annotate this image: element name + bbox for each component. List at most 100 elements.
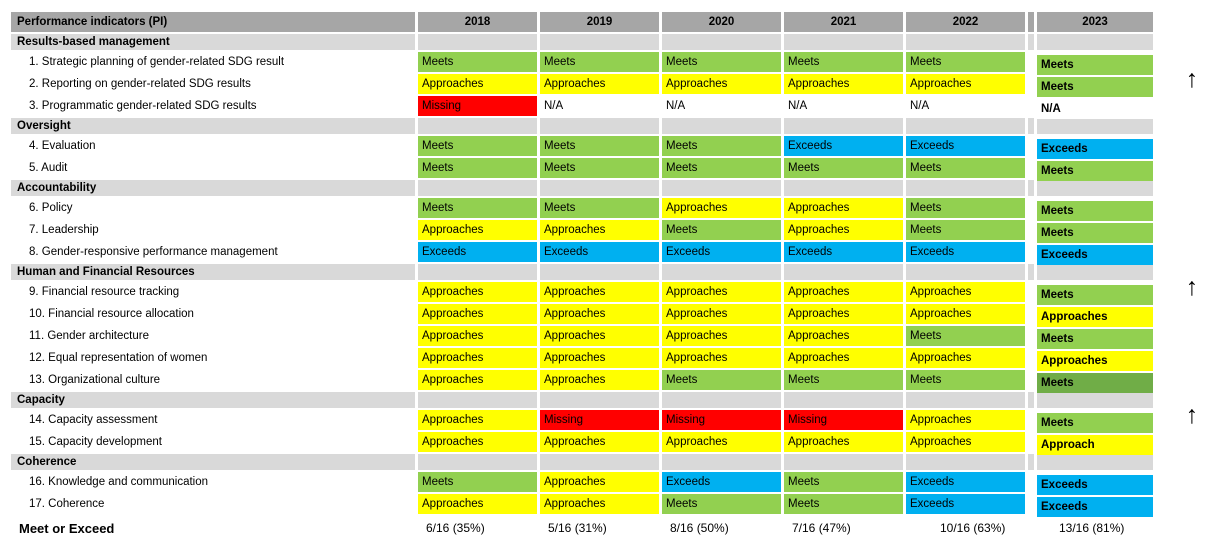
indicator-label: 17. Coherence [29, 497, 105, 510]
status-cell: Approaches [540, 472, 659, 492]
status-cell: Approach [1037, 435, 1153, 455]
section-fill-cell [540, 264, 659, 280]
status-cell: Approaches [418, 410, 537, 430]
status-cell: Approaches [784, 348, 903, 368]
status-cell: Meets [1037, 77, 1153, 97]
indicator-row: 4. Evaluation Meets Meets Meets Exceeds Excee… [11, 136, 1153, 159]
status-cell: Approaches [540, 326, 659, 346]
status-cell: Exceeds [1037, 475, 1153, 495]
status-cell: Approaches [418, 348, 537, 368]
status-cell: N/A [540, 96, 659, 116]
status-cell: Approaches [418, 304, 537, 324]
status-cell: Approaches [418, 494, 537, 514]
status-cell: Approaches [540, 220, 659, 240]
column-gap [1028, 348, 1034, 368]
section-row: Capacity [11, 392, 1153, 408]
section-title: Accountability [11, 180, 415, 196]
section-fill-cell [1037, 34, 1153, 50]
status-cell: Meets [1037, 329, 1153, 349]
section-fill-cell [540, 180, 659, 196]
status-cell: Meets [540, 52, 659, 72]
section-fill-cell [662, 34, 781, 50]
section-fill-cell [1037, 264, 1153, 280]
status-cell: Approaches [906, 410, 1025, 430]
status-cell: Meets [906, 158, 1025, 178]
section-fill-cell [784, 118, 903, 134]
section-fill-cell [662, 264, 781, 280]
status-cell: Approaches [418, 282, 537, 302]
column-gap [1028, 118, 1034, 134]
indicator-row: 17. Coherence Approaches Approaches Meets Me… [11, 494, 1153, 517]
status-cell: Meets [906, 370, 1025, 390]
status-cell: Meets [662, 52, 781, 72]
status-cell: Exceeds [906, 136, 1025, 156]
section-fill-cell [662, 454, 781, 470]
section-fill-cell [418, 264, 537, 280]
status-cell: Meets [662, 494, 781, 514]
status-cell: Approaches [1037, 351, 1153, 371]
pi-table: Performance indicators (PI) 2018 2019 20… [8, 10, 1156, 542]
status-cell: Approaches [784, 74, 903, 94]
status-cell: Meets [540, 158, 659, 178]
indicator-label: 4. Evaluation [29, 139, 96, 152]
status-cell: Approaches [418, 432, 537, 452]
indicator-label: 12. Equal representation of women [29, 351, 208, 364]
column-gap [1028, 454, 1034, 470]
status-cell: Exceeds [1037, 497, 1153, 517]
section-fill-cell [418, 180, 537, 196]
status-cell: Approaches [540, 348, 659, 368]
status-cell: Meets [1037, 413, 1153, 433]
pi-column-header: Performance indicators (PI) [11, 12, 415, 32]
indicator-row: 11. Gender architecture Approaches Approac… [11, 326, 1153, 349]
up-arrow-icon: ↑ [1185, 401, 1199, 429]
status-cell: Approaches [418, 370, 537, 390]
status-cell: Meets [1037, 161, 1153, 181]
column-gap [1028, 136, 1034, 156]
column-gap [1028, 304, 1034, 324]
year-header-2019: 2019 [540, 12, 659, 32]
indicator-label: 6. Policy [29, 201, 73, 214]
column-gap [1028, 74, 1034, 94]
status-cell: Approaches [540, 494, 659, 514]
status-cell: Approaches [540, 370, 659, 390]
up-arrow-icon: ↑ [1185, 273, 1199, 301]
status-cell: Meets [1037, 373, 1153, 393]
indicator-label: 11. Gender architecture [29, 329, 149, 342]
column-gap [1028, 52, 1034, 72]
section-fill-cell [784, 180, 903, 196]
section-fill-cell [784, 454, 903, 470]
section-fill-cell [418, 454, 537, 470]
status-cell: Meets [784, 52, 903, 72]
section-fill-cell [540, 454, 659, 470]
column-gap [1028, 180, 1034, 196]
status-cell: Approaches [906, 348, 1025, 368]
status-cell: Approaches [784, 432, 903, 452]
indicator-label: 16. Knowledge and communication [29, 475, 209, 488]
status-cell: Approaches [540, 282, 659, 302]
section-row: Oversight [11, 118, 1153, 134]
indicator-label: 9. Financial resource tracking [29, 285, 180, 298]
status-cell: Meets [906, 220, 1025, 240]
indicator-row: 5. Audit Meets Meets Meets Meets Meets Meets [11, 158, 1153, 181]
status-cell: Exceeds [662, 242, 781, 262]
status-cell: Approaches [662, 198, 781, 218]
status-cell: Approaches [418, 220, 537, 240]
indicator-row: 6. Policy Meets Meets Approaches Approaches M… [11, 198, 1153, 221]
section-fill-cell [906, 118, 1025, 134]
status-cell: N/A [1037, 99, 1153, 119]
status-cell: Approaches [662, 304, 781, 324]
column-gap [1028, 242, 1034, 262]
section-fill-cell [906, 392, 1025, 408]
status-cell: Approaches [784, 326, 903, 346]
indicator-row: 13. Organizational culture Approaches Appr… [11, 370, 1153, 393]
summary-value-2022: 10/16 (63%) [940, 520, 1006, 535]
status-cell: Missing [784, 410, 903, 430]
status-cell: Meets [540, 198, 659, 218]
table-header-row: Performance indicators (PI) 2018 2019 20… [11, 12, 1153, 32]
status-cell: Exceeds [906, 472, 1025, 492]
column-gap [1028, 264, 1034, 280]
status-cell: Approaches [418, 74, 537, 94]
section-row: Human and Financial Resources [11, 264, 1153, 280]
indicator-row: 15. Capacity development Approaches Approa… [11, 432, 1153, 455]
status-cell: Meets [784, 494, 903, 514]
